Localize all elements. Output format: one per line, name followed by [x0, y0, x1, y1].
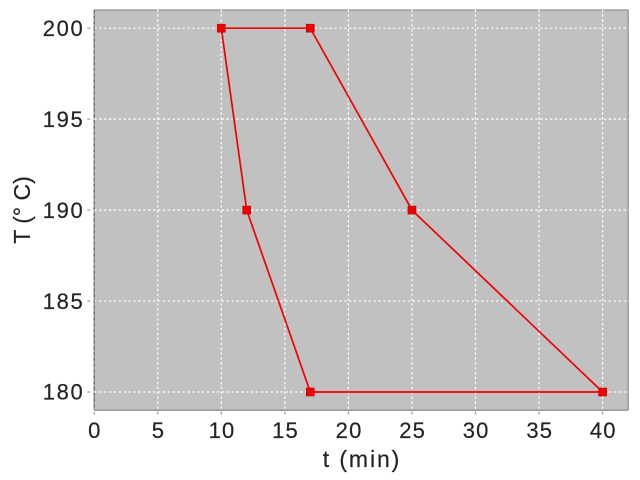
- svg-text:0: 0: [88, 418, 101, 443]
- svg-text:20: 20: [336, 418, 363, 443]
- svg-text:5: 5: [152, 418, 165, 443]
- svg-text:25: 25: [399, 418, 426, 443]
- svg-text:185: 185: [43, 289, 85, 314]
- svg-text:T (° C): T (° C): [9, 176, 35, 244]
- svg-text:200: 200: [43, 16, 85, 41]
- svg-text:15: 15: [272, 418, 299, 443]
- svg-text:30: 30: [463, 418, 490, 443]
- svg-text:t (min): t (min): [323, 446, 401, 472]
- svg-text:180: 180: [43, 380, 85, 405]
- svg-text:40: 40: [590, 418, 617, 443]
- svg-text:195: 195: [43, 107, 85, 132]
- svg-text:190: 190: [43, 198, 85, 223]
- svg-text:10: 10: [209, 418, 236, 443]
- svg-text:35: 35: [526, 418, 553, 443]
